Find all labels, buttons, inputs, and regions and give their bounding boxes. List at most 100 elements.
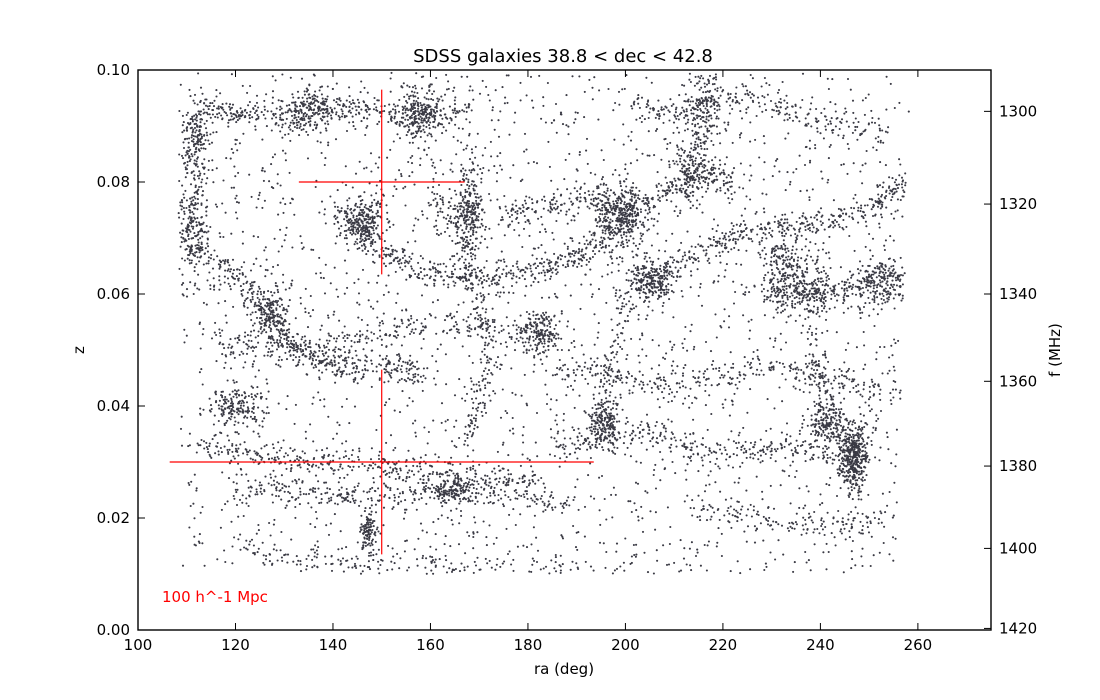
galaxy-point [804, 440, 806, 442]
galaxy-point [519, 208, 521, 210]
galaxy-point [908, 111, 910, 113]
galaxy-point [823, 381, 825, 383]
galaxy-point [490, 372, 492, 374]
galaxy-point [546, 393, 548, 395]
galaxy-point [417, 262, 419, 264]
galaxy-point [872, 204, 874, 206]
galaxy-point [336, 288, 338, 290]
galaxy-point [717, 465, 719, 467]
galaxy-point [384, 105, 386, 107]
galaxy-point [508, 134, 510, 136]
galaxy-point [279, 366, 281, 368]
galaxy-point [615, 551, 617, 553]
galaxy-point [879, 226, 881, 228]
galaxy-point [362, 250, 364, 252]
galaxy-point [452, 280, 454, 282]
galaxy-point [435, 269, 437, 271]
galaxy-point [469, 121, 471, 123]
galaxy-point [840, 487, 842, 489]
galaxy-point [696, 138, 698, 140]
galaxy-point [789, 183, 791, 185]
galaxy-point [370, 194, 372, 196]
galaxy-point [201, 542, 203, 544]
galaxy-point [222, 103, 224, 105]
galaxy-point [469, 431, 471, 433]
galaxy-point [717, 224, 719, 226]
galaxy-point [221, 509, 223, 511]
galaxy-point [584, 198, 586, 200]
galaxy-point [458, 437, 460, 439]
galaxy-point [653, 474, 655, 476]
galaxy-point [848, 282, 850, 284]
galaxy-point [200, 368, 202, 370]
galaxy-point [523, 206, 525, 208]
galaxy-point [493, 468, 495, 470]
galaxy-point [244, 361, 246, 363]
galaxy-point [577, 170, 579, 172]
galaxy-point [448, 207, 450, 209]
galaxy-point [658, 344, 660, 346]
galaxy-point [741, 215, 743, 217]
galaxy-point [263, 114, 265, 116]
galaxy-point [479, 292, 481, 294]
galaxy-point [671, 461, 673, 463]
galaxy-point [880, 276, 882, 278]
galaxy-point [579, 448, 581, 450]
galaxy-point [569, 256, 571, 258]
galaxy-point [729, 415, 731, 417]
galaxy-point [323, 454, 325, 456]
galaxy-point [722, 238, 724, 240]
galaxy-point [219, 232, 221, 234]
galaxy-point [546, 259, 548, 261]
galaxy-point [310, 506, 312, 508]
galaxy-point [441, 514, 443, 516]
galaxy-point [356, 366, 358, 368]
galaxy-point [472, 89, 474, 91]
galaxy-point [395, 302, 397, 304]
galaxy-point [288, 323, 290, 325]
galaxy-point [703, 250, 705, 252]
galaxy-point [760, 223, 762, 225]
galaxy-point [506, 316, 508, 318]
galaxy-point [398, 263, 400, 265]
galaxy-point [611, 249, 613, 251]
galaxy-point [786, 102, 788, 104]
galaxy-point [560, 195, 562, 197]
galaxy-point [429, 261, 431, 263]
galaxy-point [283, 338, 285, 340]
galaxy-point [605, 518, 607, 520]
galaxy-point [219, 284, 221, 286]
galaxy-point [266, 259, 268, 261]
galaxy-point [336, 433, 338, 435]
galaxy-point [254, 418, 256, 420]
galaxy-point [233, 495, 235, 497]
galaxy-point [590, 172, 592, 174]
galaxy-point [498, 279, 500, 281]
galaxy-point [485, 536, 487, 538]
galaxy-point [857, 210, 859, 212]
galaxy-point [367, 324, 369, 326]
galaxy-point [392, 449, 394, 451]
galaxy-point [669, 341, 671, 343]
galaxy-point [445, 535, 447, 537]
galaxy-point [798, 120, 800, 122]
galaxy-point [597, 337, 599, 339]
galaxy-point [260, 265, 262, 267]
galaxy-point [401, 269, 403, 271]
galaxy-point [236, 201, 238, 203]
galaxy-point [862, 216, 864, 218]
galaxy-point [522, 434, 524, 436]
galaxy-point [708, 237, 710, 239]
galaxy-point [345, 360, 347, 362]
galaxy-point [808, 250, 810, 252]
galaxy-point [573, 255, 575, 257]
galaxy-point [779, 106, 781, 108]
galaxy-point [234, 278, 236, 280]
galaxy-point [319, 329, 321, 331]
galaxy-point [441, 422, 443, 424]
galaxy-point [671, 275, 673, 277]
galaxy-point [278, 331, 280, 333]
galaxy-point [663, 113, 665, 115]
galaxy-point [254, 281, 256, 283]
galaxy-point [806, 190, 808, 192]
